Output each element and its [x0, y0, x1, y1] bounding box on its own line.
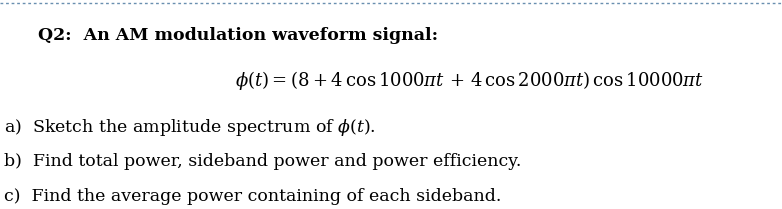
Text: $\phi(t) = (8 + 4\,\cos 1000\pi t\, +\, 4\,\cos 2000\pi t)\,\cos 10000\pi t$: $\phi(t) = (8 + 4\,\cos 1000\pi t\, +\, …	[235, 69, 704, 92]
Text: b)  Find total power, sideband power and power efficiency.: b) Find total power, sideband power and …	[4, 153, 522, 169]
Text: Q2:  An AM modulation waveform signal:: Q2: An AM modulation waveform signal:	[38, 27, 438, 44]
Text: c)  Find the average power containing of each sideband.: c) Find the average power containing of …	[4, 188, 501, 205]
Text: a)  Sketch the amplitude spectrum of $\phi(t)$.: a) Sketch the amplitude spectrum of $\ph…	[4, 117, 375, 138]
